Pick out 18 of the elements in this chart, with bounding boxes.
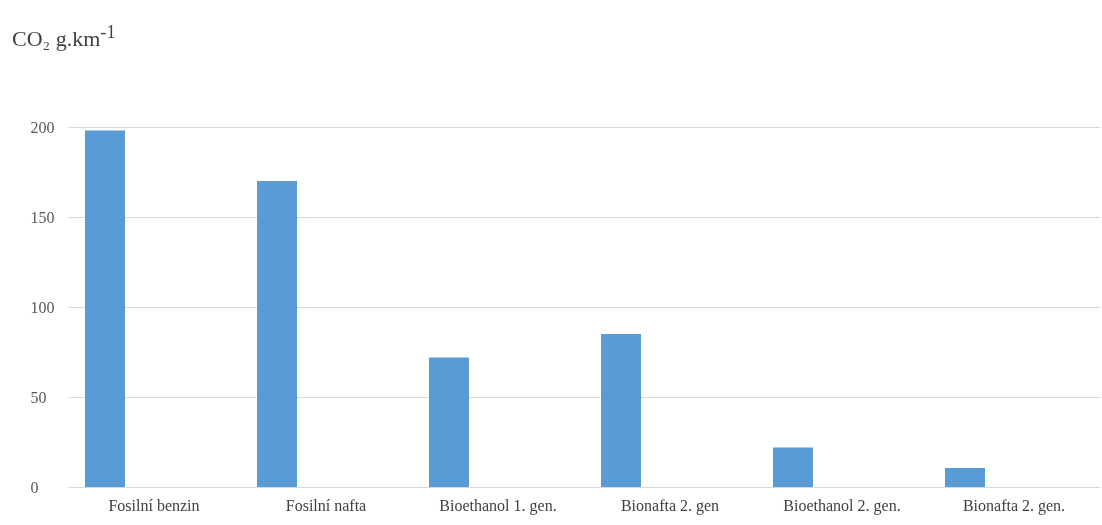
bar bbox=[601, 334, 641, 487]
bar bbox=[85, 130, 125, 487]
x-tick-label: Bioethanol 1. gen. bbox=[439, 496, 557, 515]
y-tick-label: 0 bbox=[30, 478, 39, 496]
bar bbox=[945, 468, 985, 487]
y-tick-label: 50 bbox=[30, 388, 47, 406]
bar bbox=[257, 181, 297, 487]
y-tick-label: 200 bbox=[30, 118, 55, 136]
bar bbox=[773, 447, 813, 487]
x-tick-label: Bionafta 2. gen. bbox=[962, 496, 1066, 515]
y-tick-label: 100 bbox=[30, 298, 55, 316]
x-tick-label: Bioethanol 2. gen. bbox=[783, 496, 901, 515]
y-tick-label: 150 bbox=[30, 208, 55, 226]
bar bbox=[429, 357, 469, 487]
x-tick-label: Fosilní nafta bbox=[285, 496, 367, 514]
x-tick-label: Fosilní benzin bbox=[108, 496, 200, 514]
x-tick-label: Bionafta 2. gen bbox=[620, 496, 720, 515]
chart-title: CO₂ g.km$^{-1}$ bbox=[12, 22, 116, 53]
